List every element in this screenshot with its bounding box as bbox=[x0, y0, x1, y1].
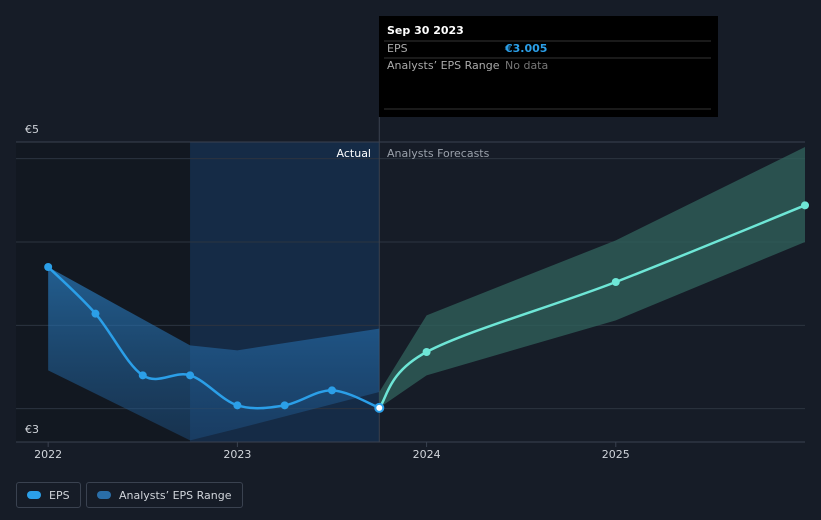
range-band bbox=[48, 267, 380, 441]
eps-line-point bbox=[44, 263, 53, 271]
tooltip: Sep 30 2023 EPS €3.005 Analysts’ EPS Ran… bbox=[379, 16, 718, 117]
forecast-line-point bbox=[611, 278, 620, 286]
legend-text: EPS bbox=[49, 488, 70, 502]
tooltip-label: Analysts’ EPS Range bbox=[387, 59, 500, 72]
eps-line-point bbox=[280, 401, 289, 410]
eps-line-point bbox=[186, 371, 195, 380]
legend-swatch bbox=[97, 491, 111, 499]
y-axis-label: €5 bbox=[25, 123, 39, 136]
tooltip-label: EPS bbox=[387, 42, 408, 55]
x-tick-label: 2024 bbox=[413, 448, 441, 461]
chart: €5 €3 Actual Analysts Forecasts 2022 2023… bbox=[16, 16, 809, 461]
x-tick-label: 2022 bbox=[34, 448, 62, 461]
forecast-line-point bbox=[801, 201, 809, 210]
x-tick-label: 2023 bbox=[223, 448, 251, 461]
forecast-label: Analysts Forecasts bbox=[387, 147, 490, 160]
forecast-range-band bbox=[379, 147, 805, 408]
forecast-line bbox=[378, 204, 806, 409]
x-tick-label: 2025 bbox=[602, 448, 630, 461]
actual-label: Actual bbox=[337, 147, 371, 160]
legend-item[interactable]: EPS bbox=[16, 482, 81, 508]
tooltip-value: No data bbox=[505, 59, 548, 72]
eps-line-point bbox=[138, 371, 147, 380]
highlight-point bbox=[374, 402, 385, 413]
tooltip-value: €3.005 bbox=[504, 42, 547, 55]
tooltip-box bbox=[379, 16, 718, 117]
legend-swatch bbox=[27, 491, 41, 499]
tooltip-date: Sep 30 2023 bbox=[387, 24, 464, 37]
legend-item[interactable]: Analysts’ EPS Range bbox=[86, 482, 243, 508]
forecast-line-point bbox=[422, 348, 431, 356]
eps-line-point bbox=[233, 401, 242, 410]
legend-text: Analysts’ EPS Range bbox=[119, 488, 232, 502]
y-axis-label: €3 bbox=[25, 423, 39, 436]
eps-line-point bbox=[91, 309, 100, 318]
eps-line-point bbox=[327, 386, 336, 395]
